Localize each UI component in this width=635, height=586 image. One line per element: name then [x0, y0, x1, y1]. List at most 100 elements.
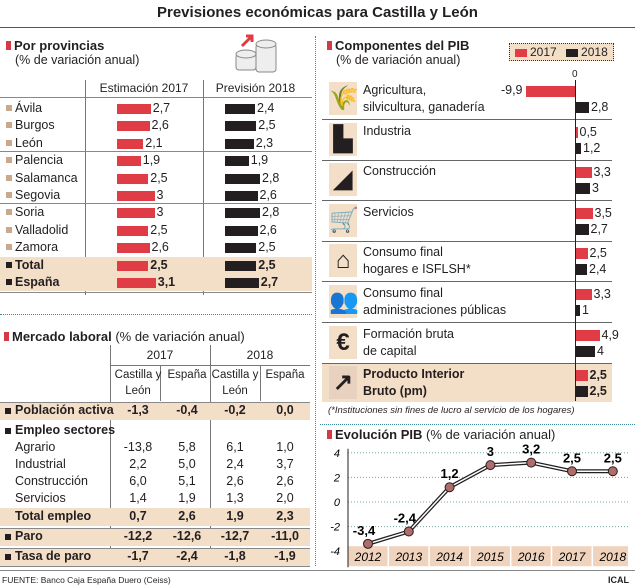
cell-value: -1,7 — [127, 549, 149, 563]
year-2017: 2017 — [146, 348, 174, 362]
bar-2017-value: 3,5 — [594, 205, 612, 220]
bar-2017 — [117, 121, 150, 132]
row-bullet-icon — [5, 534, 11, 540]
bar-2018 — [575, 386, 588, 398]
cell-value: -11,0 — [271, 529, 299, 543]
row-label: Servicios — [15, 491, 66, 505]
row-bullet-icon — [6, 105, 12, 111]
bar-2017-value: 0,5 — [579, 124, 597, 139]
value-2018: 2,6 — [259, 188, 277, 202]
col-line — [210, 345, 211, 565]
cell-value: 1,9 — [226, 509, 244, 523]
y-tick-label: 0 — [334, 497, 341, 509]
section-marker-icon — [327, 41, 332, 50]
footer-rule — [0, 570, 635, 571]
component-label: Servicios — [363, 204, 414, 219]
cell-value: 2,4 — [226, 457, 244, 471]
bar-2018 — [225, 138, 254, 149]
value-2018: 2,8 — [262, 170, 280, 185]
y-tick-label: -2 — [330, 522, 340, 534]
value-2017: 2,5 — [150, 257, 168, 272]
provincias-header: Por provincias (% de variación anual) — [6, 38, 139, 67]
bar-2017 — [575, 207, 593, 219]
data-point — [403, 526, 414, 537]
component-label: Consumo final — [363, 286, 443, 300]
cell-value: -1,9 — [274, 549, 296, 563]
row-label: Paro — [15, 529, 43, 543]
cell-value: -12,7 — [220, 529, 250, 543]
provincias-header-rule — [0, 97, 312, 98]
province-name: Total — [15, 257, 44, 272]
col-line — [160, 365, 161, 401]
bar-2017 — [117, 104, 151, 114]
x-tick-label: 2017 — [558, 550, 587, 564]
cell-value: -1,3 — [127, 403, 149, 417]
cell-value: 5,8 — [178, 440, 196, 454]
x-axis-band — [348, 546, 628, 567]
row-bullet-icon — [6, 174, 12, 181]
province-name: León — [15, 135, 43, 150]
mercado-header: Mercado laboral (% de variación anual) — [4, 329, 245, 344]
data-label: 3,2 — [522, 442, 540, 457]
province-name: Salamanca — [15, 170, 78, 185]
highlight-row — [0, 508, 310, 526]
row-rule — [322, 322, 612, 323]
cell-value: 1,3 — [226, 491, 244, 505]
bar-2017 — [575, 126, 578, 138]
cell-value: 1,4 — [129, 491, 147, 505]
data-label: 2,5 — [563, 450, 581, 465]
zero-axis — [575, 80, 576, 401]
value-2017: 2,5 — [150, 222, 168, 237]
componentes-header: Componentes del PIB (% de variación anua… — [327, 38, 469, 67]
province-name: Valladolid — [15, 222, 69, 237]
row-rule — [0, 402, 310, 403]
row-rule — [322, 362, 612, 364]
x-tick-label: 2015 — [476, 550, 504, 564]
col-line — [110, 345, 111, 565]
footnote: (*Instituciones sin fines de lucro al se… — [328, 405, 575, 416]
highlight-row — [0, 528, 310, 546]
row-rule — [322, 200, 612, 202]
section-marker-icon — [6, 41, 11, 50]
value-2018: 2,8 — [262, 205, 280, 220]
mercado-subtitle: (% de variación anual) — [115, 329, 245, 344]
row-rule — [0, 548, 310, 549]
value-2017: 2,1 — [145, 135, 163, 150]
row-rule — [322, 240, 612, 242]
data-label: 1,2 — [441, 466, 459, 481]
bar-2017-value: 2,5 — [589, 246, 607, 261]
x-tick-label: 2012 — [354, 550, 382, 564]
cell-value: 0,0 — [276, 403, 294, 417]
bar-2017 — [525, 86, 575, 97]
data-point — [444, 482, 455, 493]
cell-value: 2,6 — [276, 474, 294, 488]
bar-2017 — [117, 243, 150, 254]
bar-2017-value: 2,5 — [589, 368, 607, 383]
cell-value: 3,7 — [276, 457, 294, 471]
bar-2017 — [575, 329, 600, 341]
group-divider — [0, 151, 312, 153]
provincias-col-line — [203, 80, 204, 295]
factory-icon: ▙ — [329, 122, 357, 156]
pib-line-chart: 4 2 0 -2 -4 2012 2013 2014 2015 2016 2017 2018 -3,4 -… — [330, 442, 628, 568]
province-name: Zamora — [15, 240, 59, 255]
chart-title: Evolución PIB — [335, 427, 423, 442]
bar-2018-value: 2,5 — [589, 384, 607, 399]
component-label: Industria — [363, 123, 411, 138]
bar-2018 — [575, 183, 590, 195]
row-bullet-icon — [6, 139, 12, 146]
row-label: Construcción — [15, 474, 88, 488]
row-label: Total empleo — [15, 509, 92, 523]
cell-value: -0,2 — [224, 403, 246, 417]
legend-2017: 2017 — [530, 45, 557, 59]
cell-value: 1,0 — [276, 440, 294, 454]
left-section-divider — [0, 314, 312, 315]
people-icon: 👥 — [329, 285, 359, 318]
euro-icon: € — [329, 325, 357, 359]
bar-2018 — [225, 156, 249, 167]
component-label: silvicultura, ganadería — [363, 100, 485, 114]
value-2017: 3 — [156, 205, 164, 220]
bar-2017 — [117, 225, 149, 236]
component-label: Producto Interior — [363, 367, 465, 382]
